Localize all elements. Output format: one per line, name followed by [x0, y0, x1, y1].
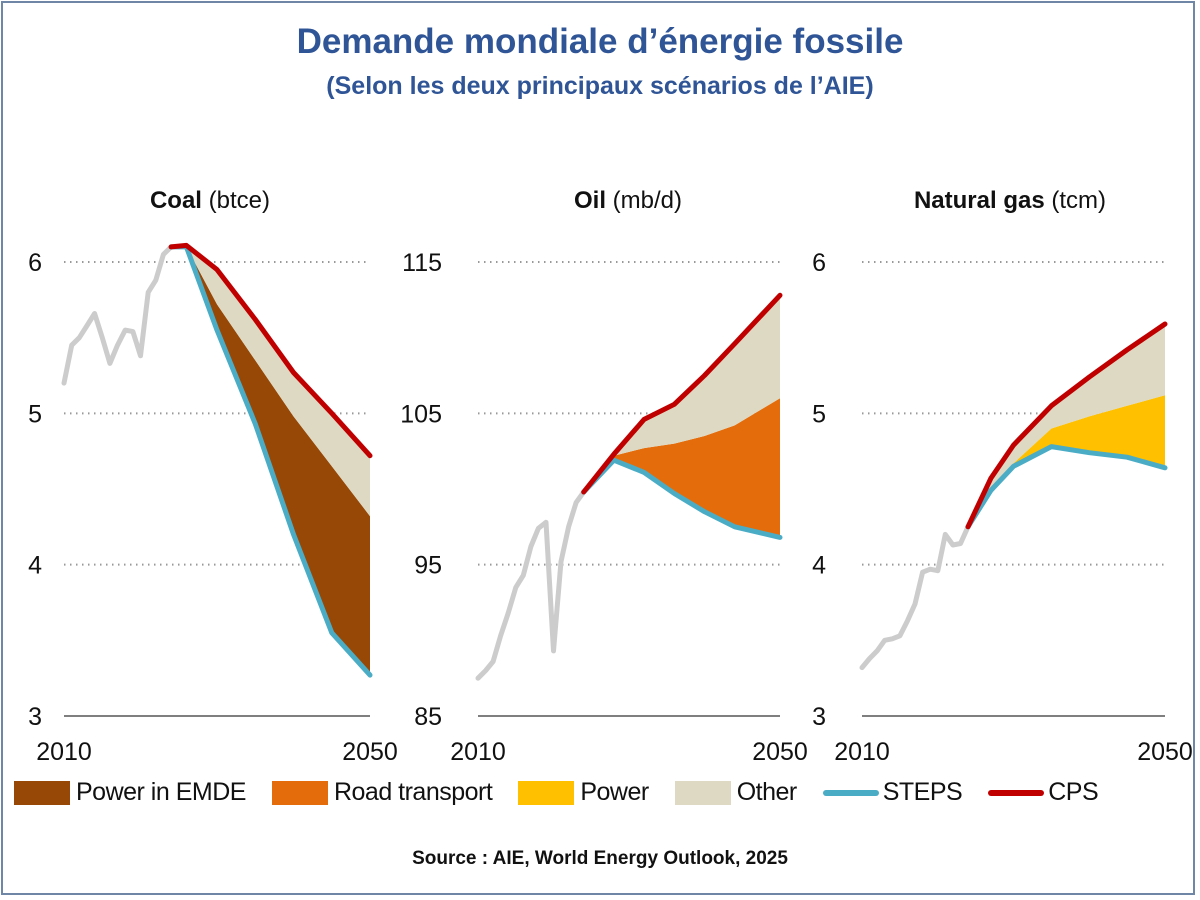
legend-swatch: [271, 780, 328, 805]
historical-line: [61, 244, 174, 386]
panel-title-unit: (tcm): [1051, 187, 1106, 214]
legend-swatch: [674, 780, 731, 805]
historical-line: [859, 524, 971, 671]
main-title: Demande mondiale d’énergie fossile: [296, 22, 904, 61]
series-line-cps: [965, 321, 1168, 530]
legend-item-other: Other: [674, 778, 798, 807]
panel-title-unit: (mb/d): [613, 187, 682, 214]
y-tick-label: 85: [414, 703, 442, 731]
panel-title-unit: (btce): [209, 187, 270, 214]
y-tick-label: 95: [414, 552, 442, 580]
subtitle: (Selon les deux principaux scénarios de …: [326, 72, 874, 100]
legend-swatch: [518, 780, 575, 805]
legend-item-power: Power: [518, 778, 649, 807]
series-line-cps: [168, 242, 373, 459]
legend-item-steps: STEPS: [822, 778, 963, 807]
area-road-transport: [583, 398, 780, 538]
chart-panel-oil: Oil (mb/d) 115 105 95 85 2010 2050: [400, 187, 808, 766]
legend-label: Other: [736, 778, 798, 806]
area-other: [968, 324, 1165, 527]
x-tick-label: 2050: [752, 738, 808, 766]
legend-item-power-in-emde: Power in EMDE: [14, 778, 246, 807]
panel-title: Coal (btce): [150, 187, 270, 214]
y-tick-label: 3: [812, 703, 826, 731]
source-note: Source : AIE, World Energy Outlook, 2025: [412, 848, 788, 869]
y-tick-label: 4: [28, 552, 42, 580]
y-tick-label: 105: [400, 400, 442, 428]
y-tick-label: 6: [812, 249, 826, 277]
panel-title-name: Natural gas: [914, 187, 1051, 214]
series-line-cps: [581, 292, 783, 495]
panel-title: Oil (mb/d): [574, 187, 682, 214]
y-tick-label: 5: [812, 400, 826, 428]
legend-item-cps: CPS: [988, 778, 1099, 807]
legend-label: Road transport: [333, 778, 493, 806]
legend: Power in EMDE Road transport Power Other…: [14, 778, 1124, 807]
x-tick-label: 2050: [342, 738, 398, 766]
chart-panel-coal: Coal (btce) 6 5 4 3 2010 2050: [28, 187, 398, 766]
legend-item-road-transport: Road transport: [271, 778, 493, 807]
area-other: [171, 245, 370, 517]
series-line-steps: [581, 457, 783, 540]
x-tick-label: 2010: [36, 738, 92, 766]
panel-title: Natural gas (tcm): [914, 187, 1106, 214]
chart-panel-natural-gas: Natural gas (tcm) 6 5 4 3 2010 2050: [812, 187, 1193, 766]
legend-swatch: [14, 780, 70, 805]
x-tick-label: 2050: [1137, 738, 1193, 766]
area-power: [968, 395, 1165, 527]
historical-line: [475, 489, 587, 681]
x-tick-label: 2010: [450, 738, 506, 766]
legend-label: Power in EMDE: [76, 778, 246, 806]
area-other: [583, 295, 780, 492]
y-tick-label: 115: [402, 249, 442, 277]
panel-title-name: Coal: [150, 187, 209, 214]
series-line-steps: [965, 444, 1168, 530]
legend-label: Power: [580, 778, 649, 806]
legend-line: [988, 789, 1045, 796]
legend-label: CPS: [1048, 778, 1099, 806]
y-tick-label: 6: [28, 249, 42, 277]
legend-line: [822, 789, 879, 796]
y-tick-label: 3: [28, 703, 42, 731]
y-tick-label: 4: [812, 552, 826, 580]
panel-title-name: Oil: [574, 187, 613, 214]
y-tick-label: 5: [28, 400, 42, 428]
legend-label: STEPS: [882, 778, 963, 806]
x-tick-label: 2010: [834, 738, 890, 766]
